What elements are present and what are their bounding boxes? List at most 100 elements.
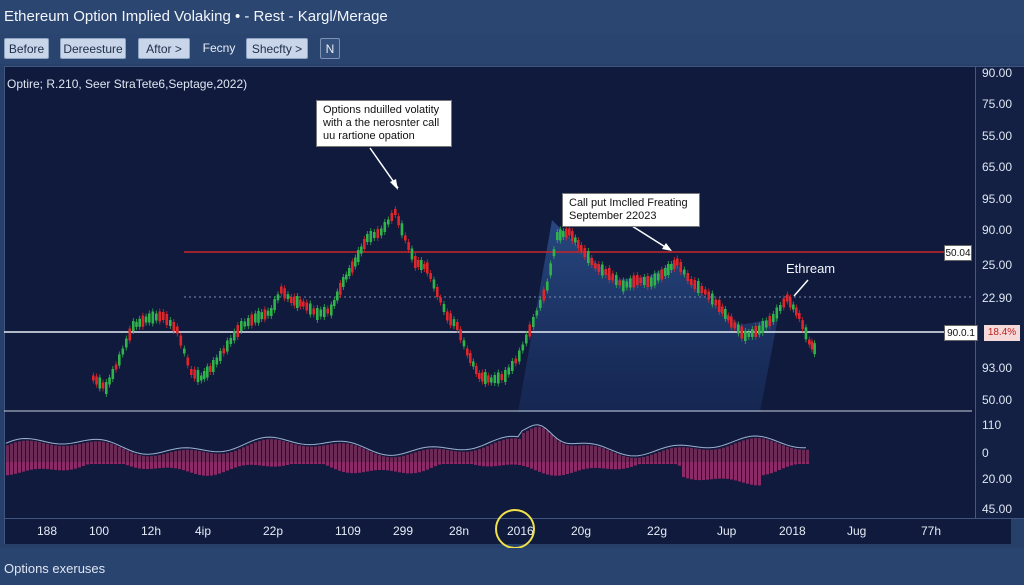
volume-bar — [474, 462, 477, 465]
candle — [568, 228, 571, 236]
volume-bar — [414, 452, 417, 462]
candle — [95, 376, 98, 385]
volume-bar — [742, 462, 745, 483]
volume-bar — [122, 462, 125, 464]
status-bar: Options exeruses — [0, 548, 1024, 585]
title-bar: Ethereum Option Implied Volaking • - Res… — [0, 0, 1024, 34]
volume-bar — [382, 462, 385, 471]
volume-bar — [398, 456, 401, 462]
volume-bar — [430, 448, 433, 462]
candle — [283, 288, 286, 299]
n-button[interactable]: N — [320, 38, 340, 59]
volume-bar — [62, 462, 65, 471]
before-button[interactable]: Before — [4, 38, 49, 59]
shecfty-button[interactable]: Shecfty > — [246, 38, 308, 59]
candle — [660, 269, 664, 280]
volume-bar — [638, 462, 641, 465]
volume-bar — [542, 427, 545, 462]
volume-bar — [618, 454, 621, 462]
candle — [782, 298, 786, 308]
after-button[interactable]: Aftor > — [138, 38, 190, 59]
volume-bar — [170, 452, 173, 462]
volume-bar — [386, 457, 389, 462]
volume-bar — [198, 462, 201, 475]
time-tick: 2018 — [779, 524, 806, 538]
volume-bar — [698, 462, 701, 481]
volume-bar — [526, 462, 529, 468]
volume-bar — [266, 439, 269, 462]
candle — [387, 219, 390, 225]
candle — [580, 245, 583, 251]
time-tick: 22p — [263, 524, 284, 538]
volume-bar — [154, 462, 157, 469]
volume-bar — [286, 462, 289, 465]
volume-bar — [142, 455, 145, 462]
volume-bar — [294, 444, 297, 462]
time-tick: 4ip — [195, 524, 212, 538]
dereesture-button[interactable]: Dereesture — [60, 38, 126, 59]
volume-bar — [666, 449, 669, 462]
volume-bar — [518, 462, 521, 466]
volume-bar — [306, 462, 309, 464]
volume-bar — [646, 462, 649, 464]
candle — [683, 269, 686, 275]
volume-bar — [30, 462, 33, 470]
volume-bar — [58, 445, 61, 462]
volume-bar — [250, 443, 253, 462]
volume-bar — [254, 442, 257, 462]
volume-bar — [590, 462, 593, 469]
candle — [176, 326, 179, 334]
fecny-button[interactable]: Fecny — [202, 41, 236, 55]
volume-bar — [254, 462, 257, 466]
candle — [138, 318, 141, 327]
candle — [158, 311, 162, 322]
volume-bar — [26, 440, 29, 462]
volume-bar — [502, 462, 505, 466]
volume-bar — [50, 462, 53, 470]
volume-tick: 45.00 — [982, 502, 1013, 516]
volume-bar — [202, 451, 205, 462]
volume-bar — [598, 447, 601, 462]
candle — [266, 310, 270, 316]
volume-bar — [510, 462, 513, 465]
candle — [808, 339, 811, 345]
candle — [721, 306, 724, 314]
volume-bar — [178, 462, 181, 470]
volume-bar — [262, 439, 265, 462]
volume-bar — [86, 442, 89, 462]
time-tick: 20g — [571, 524, 592, 538]
candle — [351, 261, 354, 273]
candle — [316, 308, 319, 320]
candle — [514, 358, 518, 364]
price-tick: 90.00 — [982, 223, 1013, 237]
volume-bar — [470, 451, 473, 462]
volume-bar — [158, 455, 161, 462]
candle — [697, 281, 700, 293]
volume-bar — [14, 462, 17, 474]
volume-bar — [534, 427, 537, 462]
volume-bar — [754, 462, 757, 486]
volume-bar — [310, 462, 313, 464]
volume-bar — [746, 462, 749, 484]
candle — [490, 377, 493, 383]
candle — [622, 280, 625, 292]
volume-bar — [390, 462, 393, 471]
candle — [193, 369, 196, 379]
volume-bar — [322, 462, 325, 465]
candle — [765, 320, 768, 328]
candle — [511, 361, 514, 371]
candle — [693, 280, 697, 289]
volume-bar — [98, 441, 101, 462]
time-tick: Jug — [847, 524, 867, 538]
volume-bar — [786, 462, 789, 467]
candle — [276, 294, 280, 301]
volume-bar — [682, 462, 685, 478]
volume-bar — [242, 447, 245, 462]
candle — [190, 369, 193, 375]
window-title: Ethereum Option Implied Volaking • - Res… — [4, 8, 388, 25]
candle — [792, 304, 795, 310]
volume-bar — [766, 439, 769, 462]
volume-bar — [194, 450, 197, 462]
volume-bar — [734, 443, 737, 462]
candle — [504, 370, 507, 382]
